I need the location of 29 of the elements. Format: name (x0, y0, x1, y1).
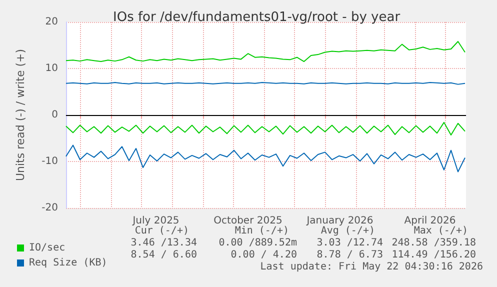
x-tick-label: October 2025 (214, 216, 282, 226)
y-tick-label: -10 (42, 156, 58, 167)
text: 0.00 /889.52m (218, 238, 297, 248)
text: Cur (-/+) (134, 226, 189, 236)
y-tick-label: 10 (45, 63, 58, 74)
x-tick-label: April 2026 (404, 216, 456, 226)
text: 248.58 /359.18 (392, 238, 476, 248)
text: Max (-/+) (414, 226, 468, 236)
y-tick-label: 20 (45, 16, 58, 28)
line-series (66, 41, 466, 62)
text: Last update: Fri May 22 04:30:16 2026 (260, 262, 483, 272)
text: 3.46 /13.34 (130, 238, 197, 248)
y-tick-label: 0 (52, 110, 58, 120)
y-tick-label: -20 (42, 202, 58, 214)
text: Avg (-/+) (320, 226, 375, 236)
line-series (66, 144, 466, 172)
chart-title: IOs for /dev/fundaments01-vg/root - by year (113, 10, 401, 25)
text: Min (-/+) (234, 226, 289, 236)
text: 0.00 / 4.20 (230, 250, 297, 260)
legend-label: IO/sec (29, 242, 66, 254)
text: 3.03 /12.74 (316, 238, 383, 248)
text: 8.78 / 6.73 (316, 250, 383, 260)
line-series (66, 122, 466, 136)
text: 8.54 / 6.60 (130, 250, 197, 260)
legend-label: Req Size (KB) (29, 258, 108, 268)
x-tick-label: January 2026 (306, 216, 374, 226)
y-axis-title: Units read (-) / write (+) (14, 48, 27, 182)
x-tick-label: July 2025 (132, 216, 180, 226)
text: 114.49 /156.20 (392, 250, 476, 260)
